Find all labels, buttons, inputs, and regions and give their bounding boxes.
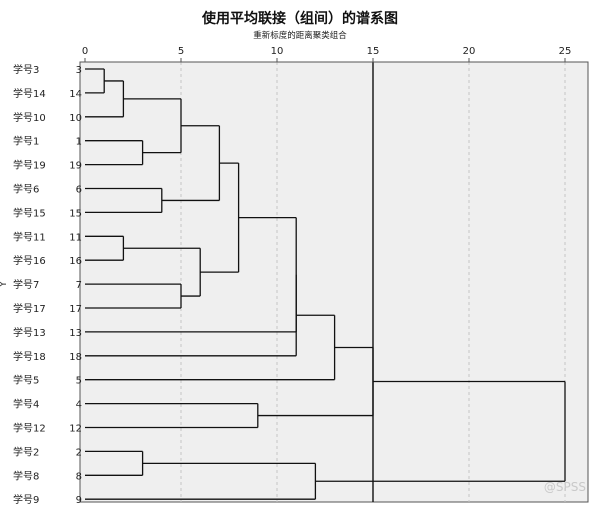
leaf-label: 学号17 (13, 302, 46, 315)
leaf-label: 学号15 (13, 206, 46, 219)
leaf-label: 学号4 (13, 398, 39, 411)
leaf-label: 学号12 (13, 422, 46, 435)
x-tick-label: 0 (82, 46, 88, 57)
leaf-case-number: 2 (76, 447, 82, 458)
leaf-label: 学号7 (13, 278, 39, 291)
leaf-case-number: 7 (76, 280, 82, 291)
chart-subtitle: 重新标度的距离聚类组合 (253, 31, 347, 41)
leaf-label: 学号10 (13, 111, 46, 124)
leaf-case-number: 1 (76, 137, 82, 148)
x-tick-label: 10 (271, 46, 284, 57)
leaf-label: 学号8 (13, 469, 39, 482)
leaf-label: 学号11 (13, 230, 46, 243)
leaf-case-number: 16 (69, 256, 82, 267)
x-tick-label: 25 (559, 46, 572, 57)
leaf-label: 学号1 (13, 135, 39, 148)
leaf-label: 学号6 (13, 183, 39, 196)
leaf-case-number: 13 (69, 328, 82, 339)
leaf-case-number: 12 (69, 424, 82, 435)
leaf-case-number: 3 (76, 65, 82, 76)
x-tick-label: 20 (463, 46, 476, 57)
leaf-case-number: 17 (69, 304, 82, 315)
y-axis-label: Y (0, 280, 9, 288)
leaf-case-number: 19 (69, 161, 82, 172)
leaf-case-number: 18 (69, 352, 82, 363)
x-tick-label: 15 (367, 46, 380, 57)
leaf-label: 学号13 (13, 326, 46, 339)
leaf-case-number: 5 (76, 376, 82, 387)
leaf-label: 学号9 (13, 493, 39, 506)
plot-area (79, 61, 589, 503)
leaf-label: 学号18 (13, 350, 46, 363)
leaf-case-number: 8 (76, 471, 82, 482)
leaf-label: 学号19 (13, 159, 46, 172)
leaf-case-number: 6 (76, 185, 82, 196)
leaf-label: 学号3 (13, 63, 39, 76)
leaf-case-number: 14 (69, 89, 82, 100)
leaf-case-number: 10 (69, 113, 82, 124)
x-tick-label: 5 (178, 46, 184, 57)
chart-title: 使用平均联接（组间）的谱系图 (202, 11, 398, 27)
leaf-label: 学号5 (13, 374, 39, 387)
leaf-label: 学号14 (13, 87, 46, 100)
leaf-case-number: 11 (69, 232, 82, 243)
leaf-case-number: 4 (76, 400, 82, 411)
leaf-label: 学号16 (13, 254, 46, 267)
leaf-case-number: 15 (69, 208, 82, 219)
leaf-label: 学号2 (13, 445, 39, 458)
leaf-case-number: 9 (76, 495, 82, 506)
watermark: @SPSS (543, 480, 586, 494)
